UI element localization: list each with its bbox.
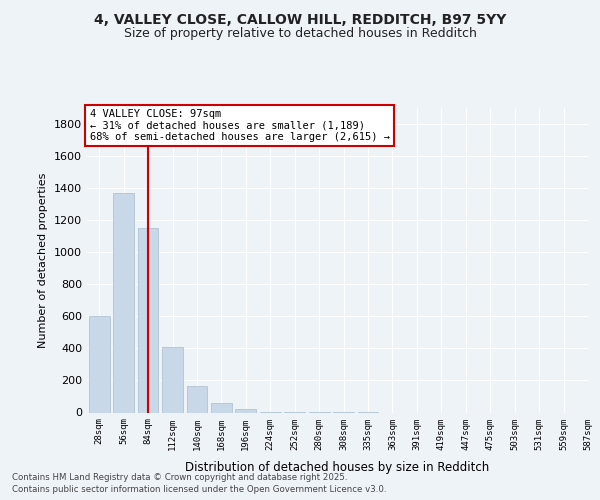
X-axis label: Distribution of detached houses by size in Redditch: Distribution of detached houses by size … <box>185 460 490 473</box>
Y-axis label: Number of detached properties: Number of detached properties <box>38 172 49 348</box>
Text: 4 VALLEY CLOSE: 97sqm
← 31% of detached houses are smaller (1,189)
68% of semi-d: 4 VALLEY CLOSE: 97sqm ← 31% of detached … <box>89 109 389 142</box>
Text: Contains public sector information licensed under the Open Government Licence v3: Contains public sector information licen… <box>12 485 386 494</box>
Bar <box>89 316 110 412</box>
Text: 4, VALLEY CLOSE, CALLOW HILL, REDDITCH, B97 5YY: 4, VALLEY CLOSE, CALLOW HILL, REDDITCH, … <box>94 12 506 26</box>
Bar <box>138 228 158 412</box>
Bar <box>162 346 183 412</box>
Bar <box>113 192 134 412</box>
Text: Size of property relative to detached houses in Redditch: Size of property relative to detached ho… <box>124 28 476 40</box>
Bar <box>211 403 232 412</box>
Bar <box>235 410 256 412</box>
Bar <box>187 386 208 412</box>
Text: Contains HM Land Registry data © Crown copyright and database right 2025.: Contains HM Land Registry data © Crown c… <box>12 472 347 482</box>
